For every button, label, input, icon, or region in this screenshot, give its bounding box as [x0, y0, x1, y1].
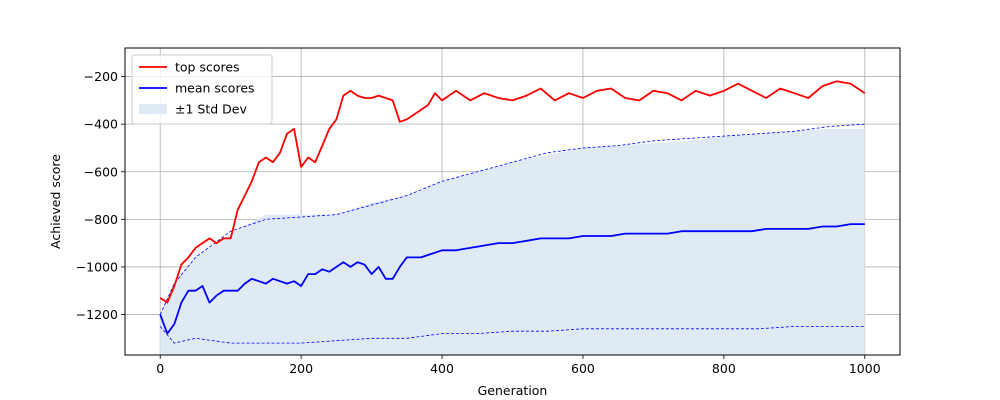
mean-scores-line	[159, 223, 865, 335]
x-tick-label: 0	[156, 361, 164, 376]
y-tick-label: −400	[84, 117, 118, 132]
std-dev-band-area	[160, 128, 865, 355]
y-tick-label: −200	[84, 69, 118, 84]
y-tick-label: −1000	[76, 259, 118, 274]
y-tick-label: −800	[84, 212, 118, 227]
std-dev-boundary-line	[159, 326, 865, 344]
legend-label: ±1 Std Dev	[175, 102, 247, 117]
y-axis-label: Achieved score	[48, 154, 63, 249]
x-tick-label: 600	[571, 361, 595, 376]
std-dev-boundary-line	[159, 123, 865, 315]
plot-frame	[124, 47, 901, 356]
series-layer	[159, 80, 866, 344]
legend: top scores mean scores ±1 Std Dev	[131, 54, 273, 125]
std-dev-band	[160, 128, 865, 355]
y-tick-label: −1200	[76, 307, 118, 322]
legend-label: top scores	[175, 60, 240, 75]
y-axis: −1200 −1000 −800 −600 −400 −200	[76, 69, 125, 322]
x-tick-label: 800	[712, 361, 736, 376]
x-tick-label: 1000	[849, 361, 881, 376]
legend-swatch	[139, 104, 167, 114]
x-tick-label: 200	[289, 361, 313, 376]
x-axis: 0 200 400 600 800 1000	[156, 355, 881, 376]
legend-label: mean scores	[175, 81, 255, 96]
x-tick-label: 400	[430, 361, 454, 376]
y-tick-label: −600	[84, 164, 118, 179]
x-axis-label: Generation	[478, 383, 548, 398]
top-scores-line	[159, 80, 866, 304]
